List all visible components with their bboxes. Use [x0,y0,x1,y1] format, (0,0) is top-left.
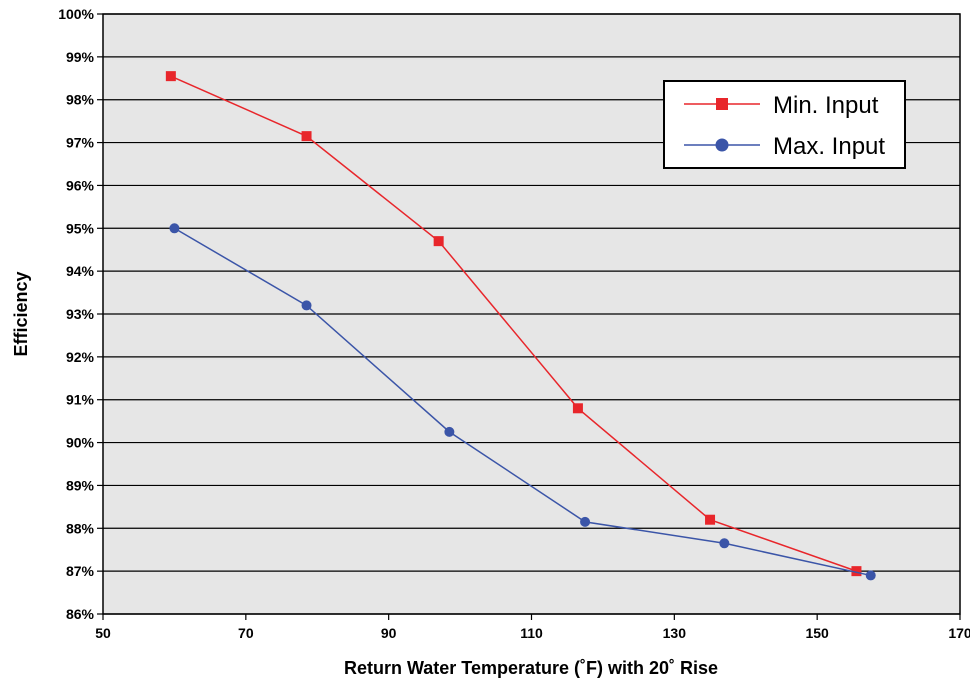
x-tick-label: 170 [948,625,970,641]
y-tick-label: 86% [66,606,95,622]
legend-label-max-input: Max. Input [773,133,885,160]
legend-label-min-input: Min. Input [773,92,879,119]
legend-marker-min-input [716,98,728,110]
data-point-max-input [865,570,876,581]
legend: Min. Input Max. Input [663,80,906,169]
y-tick-label: 100% [58,6,94,22]
legend-marker-max-input [715,138,729,152]
data-point-min-input [705,514,716,525]
data-point-min-input [433,236,444,247]
data-point-min-input [851,566,862,577]
data-point-min-input [301,131,312,142]
y-tick-label: 97% [66,135,95,151]
data-point-max-input [301,300,312,311]
x-tick-label: 90 [381,625,397,641]
plot-frame [102,13,961,615]
y-tick-label: 96% [66,177,95,193]
y-tick-label: 87% [66,563,95,579]
x-tick-label: 130 [663,625,687,641]
y-tick-label: 99% [66,49,95,65]
y-tick-label: 92% [66,349,95,365]
y-tick-label: 98% [66,92,95,108]
y-tick-label: 94% [66,263,95,279]
x-axis-ticks: 50 70 90 110 130 150 170 [95,614,970,641]
data-point-max-input [719,538,730,549]
data-point-min-input [165,71,176,82]
data-point-max-input [580,516,591,527]
y-tick-label: 90% [66,435,95,451]
data-point-min-input [572,403,583,414]
y-tick-label: 91% [66,392,95,408]
legend-box [663,80,906,169]
y-axis-title: Efficiency [11,271,31,356]
y-tick-label: 89% [66,477,95,493]
y-tick-label: 93% [66,306,95,322]
x-tick-label: 50 [95,625,111,641]
x-tick-label: 150 [805,625,829,641]
y-tick-label: 95% [66,220,95,236]
x-tick-label: 70 [238,625,254,641]
series-layer [165,71,876,581]
series-line-max-input [174,227,871,577]
data-point-max-input [169,223,180,234]
y-tick-label: 88% [66,520,95,536]
data-point-max-input [444,426,455,437]
x-axis-title: Return Water Temperature (˚F) with 20˚ R… [344,658,718,678]
y-axis-ticks: 86% 87% 88% 89% 90% 91% 92% 93% 94% 95% 96% 97% 98% 9… [58,6,103,622]
x-tick-label: 110 [520,625,543,641]
series-line-min-input [170,75,857,572]
